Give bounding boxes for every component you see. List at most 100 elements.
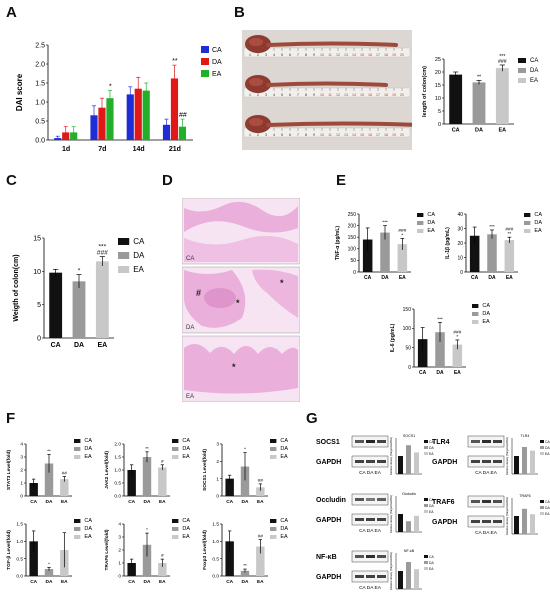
significance-mark: *** xyxy=(98,243,106,250)
legend-swatch-ea xyxy=(472,320,479,324)
ruler-number: 11 xyxy=(328,133,332,137)
y-axis-label: IL-1β (pg/mL) xyxy=(445,227,451,259)
histology-ca-mucosa xyxy=(184,201,298,233)
ruler-number: 9 xyxy=(313,53,315,57)
bar-ca xyxy=(417,339,428,367)
legend-label-ca: CA xyxy=(133,237,145,246)
ruler-number: 16 xyxy=(368,133,372,137)
significance-mark: ## xyxy=(258,478,264,483)
legend-swatch-ca xyxy=(524,213,531,217)
blot-band-gapdh xyxy=(377,518,386,521)
bar-ea-7d xyxy=(106,98,114,140)
ruler-number: 13 xyxy=(344,133,348,137)
legend-swatch-ea xyxy=(524,229,531,233)
significance-mark: * xyxy=(401,232,403,238)
ruler-number: 15 xyxy=(360,53,364,57)
x-tick-label: DA xyxy=(475,128,483,134)
y-tick-label: 0 xyxy=(460,270,463,276)
legend-swatch-ea xyxy=(518,78,526,83)
mini-legend-swatch xyxy=(424,555,428,558)
significance-mark: ## xyxy=(62,471,68,476)
y-tick-label: 2 xyxy=(20,468,23,474)
ruler-number: 14 xyxy=(352,53,356,57)
y-tick-label: 50 xyxy=(405,345,411,351)
legend-label-da: DA xyxy=(84,526,92,532)
legend-label-ea: EA xyxy=(427,228,435,234)
y-tick-label: 1.5 xyxy=(35,81,45,88)
histology-label-ea: EA xyxy=(186,394,194,400)
bar-ea xyxy=(397,244,408,272)
legend-label-ea: EA xyxy=(212,71,222,78)
y-tick-label: 150 xyxy=(403,307,412,313)
ruler-number: 8 xyxy=(305,53,307,57)
blot-protein-label: TRAF6 xyxy=(432,499,455,506)
bar-ca xyxy=(29,483,38,496)
ruler-number: 11 xyxy=(328,93,332,97)
significance-mark: ### xyxy=(97,250,108,257)
y-tick-label: 0 xyxy=(353,270,356,276)
significance-mark: *** xyxy=(382,220,388,226)
blot-lane-labels: CA DA EA xyxy=(475,470,498,476)
blot-band xyxy=(377,498,386,501)
mini-bar xyxy=(414,452,419,474)
y-axis-label: IL-6 (pg/mL) xyxy=(390,323,396,352)
mini-legend-label: DA xyxy=(429,504,434,508)
legend-swatch-da xyxy=(518,68,526,73)
legend-swatch-da xyxy=(118,252,130,259)
ruler-number: 17 xyxy=(376,133,380,137)
y-tick-label: 0 xyxy=(438,122,441,128)
mini-bar xyxy=(398,571,403,589)
mini-legend-swatch xyxy=(540,446,544,449)
x-tick-label: DA xyxy=(144,499,151,505)
blot-loading-label: GAPDH xyxy=(432,519,457,526)
ruler-number: 7 xyxy=(297,53,299,57)
y-tick-label: 4 xyxy=(118,522,121,528)
legend-swatch-ca xyxy=(172,439,179,443)
ruler-number: 7 xyxy=(297,133,299,137)
panel-letter-e: E xyxy=(336,172,347,189)
y-axis-label: TGF-β Level(fold) xyxy=(6,530,12,570)
y-tick-label: 100 xyxy=(348,247,357,253)
bar-da xyxy=(72,281,86,338)
legend-swatch-ea xyxy=(74,535,81,539)
y-tick-label: 5 xyxy=(438,109,441,115)
ruler-number: 13 xyxy=(344,93,348,97)
bar-ca xyxy=(449,74,463,124)
bar-ca xyxy=(29,541,38,576)
legend-swatch-da xyxy=(417,221,424,225)
legend-swatch-ca xyxy=(417,213,424,217)
ruler-number: 19 xyxy=(392,93,396,97)
blot-lane-labels: CA DA EA xyxy=(359,470,382,476)
x-tick-label: 14d xyxy=(133,146,145,153)
y-tick-label: 1.5 xyxy=(212,522,219,528)
legend-label-da: DA xyxy=(182,526,190,532)
significance-mark: ** xyxy=(145,446,149,451)
significance-mark: ** xyxy=(172,58,178,65)
bar-da xyxy=(240,570,250,576)
panel-letter-b: B xyxy=(234,4,245,21)
significance-mark: ** xyxy=(507,231,511,237)
legend-swatch-ca xyxy=(172,519,179,523)
ruler-number: 9 xyxy=(313,133,315,137)
x-tick-label: 21d xyxy=(169,146,181,153)
mini-legend-label: CA xyxy=(429,440,434,444)
chart-a-dai-score: 0.00.51.01.52.02.51d 7d 14d 21d***##DAI sco… xyxy=(15,43,222,154)
y-tick-label: 3 xyxy=(20,455,23,461)
y-tick-label: 1 xyxy=(20,481,23,487)
mini-legend-label: DA xyxy=(545,446,550,450)
ruler-number: 6 xyxy=(289,93,291,97)
legend-label-ca: CA xyxy=(84,438,92,444)
ruler-number: 14 xyxy=(352,93,356,97)
bar-ca xyxy=(225,478,234,496)
ruler-number: 1 xyxy=(249,133,251,137)
blot-loading-label: GAPDH xyxy=(316,574,341,581)
legend-label-da: DA xyxy=(534,220,542,226)
blot-band xyxy=(355,498,364,501)
blot-lane-labels: CA DA EA xyxy=(475,530,498,536)
y-tick-label: 0.0 xyxy=(114,494,121,500)
x-tick-label: EA xyxy=(257,579,264,585)
y-tick-label: 1 xyxy=(216,476,219,482)
ruler-number: 18 xyxy=(384,133,388,137)
bar-da-14d xyxy=(134,88,142,140)
